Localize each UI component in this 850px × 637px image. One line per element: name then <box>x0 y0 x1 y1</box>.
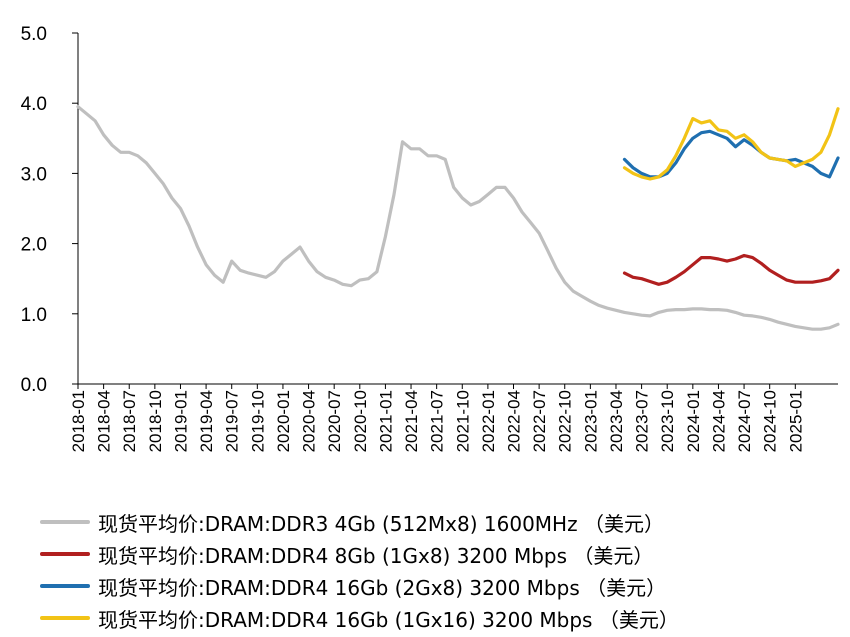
x-tick-label: 2018-10 <box>146 390 165 452</box>
series-layer <box>76 105 840 331</box>
x-tick-label: 2023-01 <box>581 390 600 452</box>
x-tick-label: 2023-07 <box>633 390 652 452</box>
y-tick-label: 0.0 <box>21 375 47 396</box>
x-tick-label: 2021-01 <box>376 390 395 452</box>
y-tick-label: 3.0 <box>21 164 47 185</box>
x-tick-label: 2023-04 <box>607 390 626 452</box>
x-tick-label: 2019-10 <box>248 390 267 452</box>
x-tick-label: 2024-10 <box>761 390 780 452</box>
legend-swatch-ddr4-16gb-1gx16 <box>40 616 90 620</box>
legend-label-ddr4-16gb-1gx16: 现货平均价:DRAM:DDR4 16Gb (1Gx16) 3200 Mbps （… <box>98 607 679 632</box>
x-tick-label: 2019-01 <box>171 390 190 452</box>
series-line-ddr4-16gb-2gx8 <box>622 129 840 179</box>
y-tick-label: 4.0 <box>21 94 47 115</box>
legend-swatch-ddr4-8gb <box>40 552 90 556</box>
legend-label-ddr4-16gb-2gx8: 现货平均价:DRAM:DDR4 16Gb (2Gx8) 3200 Mbps （美… <box>98 575 667 600</box>
x-tick-label: 2025-01 <box>786 390 805 452</box>
x-tick-label: 2021-04 <box>402 390 421 452</box>
x-tick-label: 2020-01 <box>274 390 293 452</box>
legend-item-ddr3-4gb: 现货平均价:DRAM:DDR3 4Gb (512Mx8) 1600MHz （美元… <box>40 506 840 538</box>
x-tick-label: 2021-10 <box>453 390 472 452</box>
y-tick-label: 5.0 <box>21 24 47 45</box>
x-tick-label: 2022-04 <box>505 390 524 452</box>
x-tick-label: 2018-01 <box>69 390 88 452</box>
legend-item-ddr4-16gb-2gx8: 现货平均价:DRAM:DDR4 16Gb (2Gx8) 3200 Mbps （美… <box>40 570 840 602</box>
x-tick-label: 2020-10 <box>351 390 370 452</box>
x-tick-label: 2020-04 <box>300 390 319 452</box>
x-tick-label: 2021-07 <box>428 390 447 452</box>
x-tick-label: 2022-01 <box>479 390 498 452</box>
legend-item-ddr4-8gb: 现货平均价:DRAM:DDR4 8Gb (1Gx8) 3200 Mbps （美元… <box>40 538 840 570</box>
x-tick-label: 2022-07 <box>530 390 549 452</box>
x-tick-label: 2023-10 <box>658 390 677 452</box>
x-tick-label: 2018-04 <box>95 390 114 452</box>
legend-item-ddr4-16gb-1gx16: 现货平均价:DRAM:DDR4 16Gb (1Gx16) 3200 Mbps （… <box>40 602 840 634</box>
legend-swatch-ddr4-16gb-2gx8 <box>40 584 90 588</box>
y-tick-label: 1.0 <box>21 305 47 326</box>
x-tick-label: 2024-07 <box>735 390 754 452</box>
legend-label-ddr3-4gb: 现货平均价:DRAM:DDR3 4Gb (512Mx8) 1600MHz （美元… <box>98 511 664 536</box>
x-tick-label: 2019-07 <box>223 390 242 452</box>
y-axis: 0.0 1.0 2.0 3.0 4.0 5.0 <box>21 24 79 396</box>
x-tick-label: 2019-04 <box>197 390 216 452</box>
x-tick-label: 2020-07 <box>325 390 344 452</box>
y-tick-label: 2.0 <box>21 235 47 256</box>
series-line-ddr4-8gb <box>622 253 840 286</box>
x-tick-label: 2022-10 <box>556 390 575 452</box>
legend: 现货平均价:DRAM:DDR3 4Gb (512Mx8) 1600MHz （美元… <box>40 506 840 634</box>
x-tick-label: 2024-04 <box>709 390 728 452</box>
series-line-ddr4-16gb-1gx16 <box>622 107 840 181</box>
x-tick-label: 2018-07 <box>120 390 139 452</box>
series-line-ddr3-4gb <box>76 105 840 331</box>
legend-swatch-ddr3-4gb <box>40 520 90 524</box>
x-axis: 2018-01 2018-04 2018-07 2018-10 2019-01 2019-… <box>69 383 838 452</box>
legend-label-ddr4-8gb: 现货平均价:DRAM:DDR4 8Gb (1Gx8) 3200 Mbps （美元… <box>98 543 654 568</box>
line-chart: 0.0 1.0 2.0 3.0 4.0 5.0 2018-01 2018-04 2018-07… <box>21 24 840 452</box>
x-tick-label: 2024-01 <box>684 390 703 452</box>
